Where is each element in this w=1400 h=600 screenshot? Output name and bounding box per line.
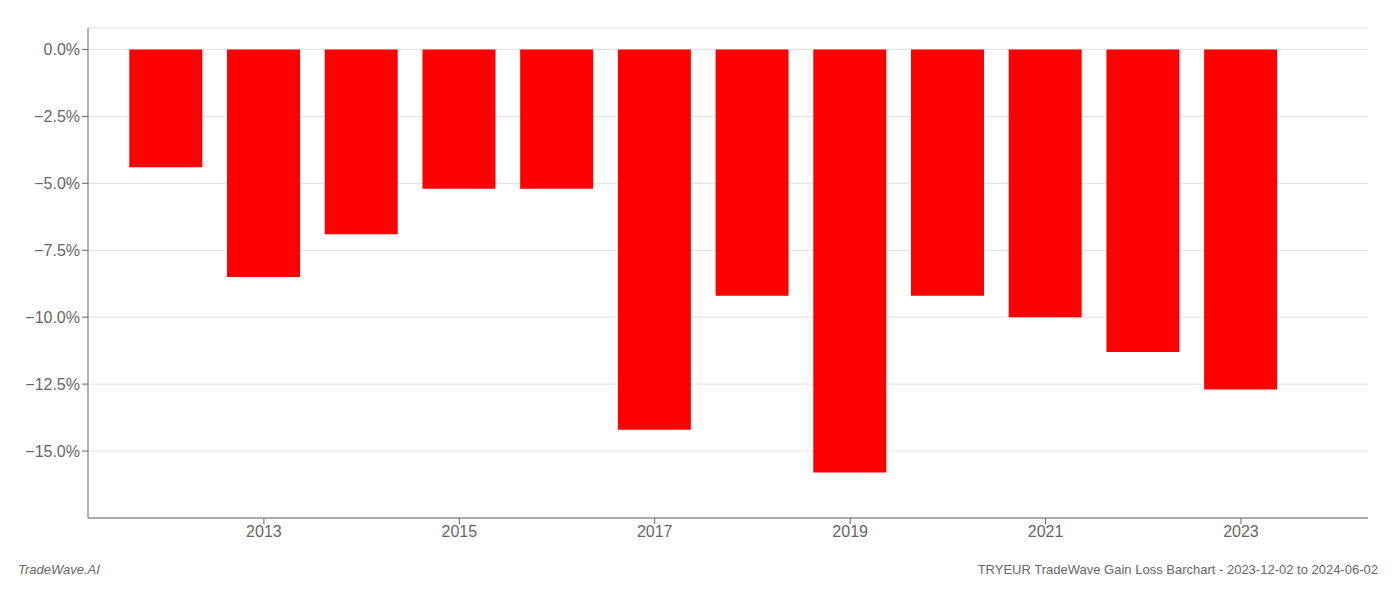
svg-text:−15.0%: −15.0%: [25, 443, 80, 460]
html-text:TradeWave.AI: TradeWave.AI: [18, 562, 100, 577]
svg-text:−5.0%: −5.0%: [34, 175, 80, 192]
svg-text:−2.5%: −2.5%: [34, 108, 80, 125]
svg-text:2013: 2013: [246, 523, 282, 540]
svg-text:−10.0%: −10.0%: [25, 309, 80, 326]
svg-text:2017: 2017: [637, 523, 673, 540]
svg-text:2015: 2015: [442, 523, 478, 540]
svg-text:2023: 2023: [1223, 523, 1259, 540]
svg-text:0.0%: 0.0%: [44, 41, 80, 58]
svg-text:2019: 2019: [832, 523, 868, 540]
html-text:TRYEUR TradeWave Gain Loss Bar: TRYEUR TradeWave Gain Loss Barchart - 20…: [977, 562, 1378, 577]
svg-text:2021: 2021: [1028, 523, 1064, 540]
svg-text:−7.5%: −7.5%: [34, 242, 80, 259]
svg-text:−12.5%: −12.5%: [25, 376, 80, 393]
